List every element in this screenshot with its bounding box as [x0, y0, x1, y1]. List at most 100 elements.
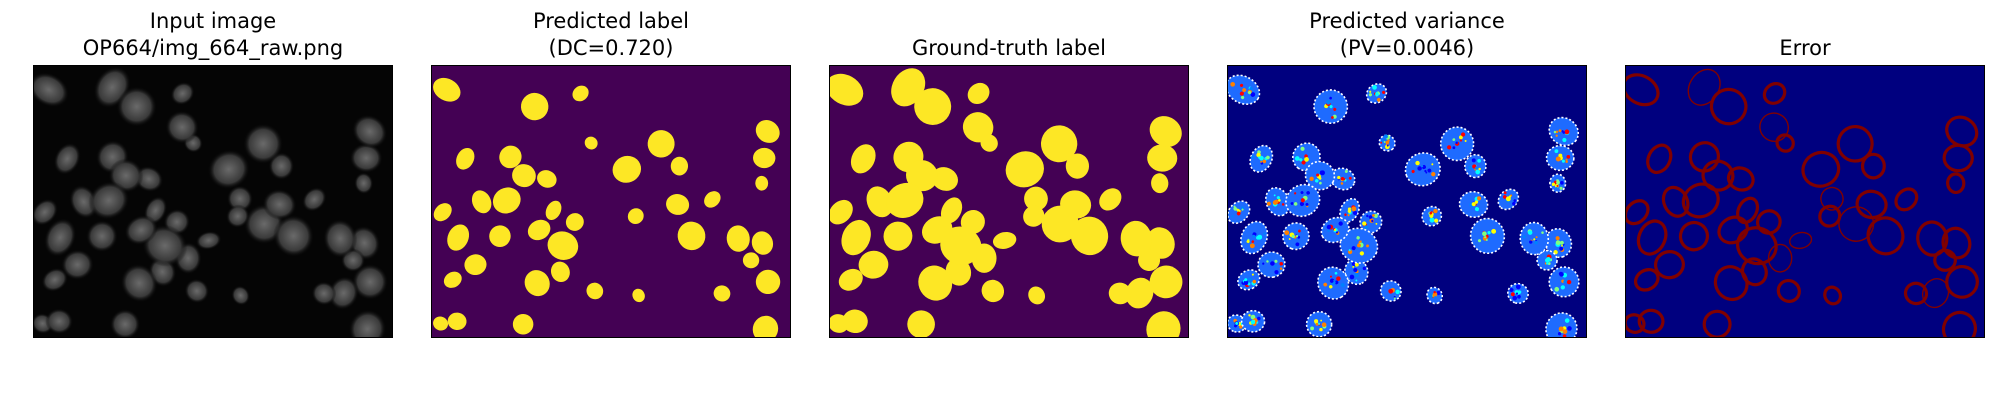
ground-truth-mask [842, 309, 868, 334]
panel-input-image: Input image OP664/img_664_raw.png [33, 0, 393, 340]
ground-truth-mask [1146, 311, 1181, 337]
error-contour [1775, 133, 1795, 153]
predicted-mask [433, 316, 449, 331]
predicted-mask [647, 130, 675, 158]
panel-title: Predicted variance (PV=0.0046) [1227, 8, 1587, 62]
predicted-mask [584, 136, 598, 150]
error-contour [1678, 220, 1710, 252]
ground-truth-mask [866, 186, 893, 218]
nucleus [302, 187, 327, 212]
variance-blob [1378, 134, 1396, 152]
predicted-label-image [431, 65, 791, 338]
predicted-mask [512, 313, 534, 335]
variance-blob [1548, 266, 1580, 298]
error-contour [1713, 265, 1749, 302]
variance-blob [1545, 144, 1575, 172]
panel-title: Input image OP664/img_664_raw.png [33, 8, 393, 62]
predicted-mask [520, 92, 549, 121]
error-contour [1860, 152, 1886, 180]
nucleus [273, 214, 314, 257]
ground-truth-mask [1040, 125, 1078, 163]
title-line-2: Error [1779, 36, 1831, 60]
variance-blob [1237, 269, 1261, 291]
ground-truth-mask [907, 310, 935, 337]
ground-truth-mask [858, 250, 889, 279]
variance-blob [1240, 309, 1266, 333]
error-contour [1736, 226, 1778, 266]
variance-blob [1249, 144, 1274, 173]
predicted-mask [755, 175, 769, 191]
ground-truth-mask [1108, 282, 1132, 305]
ground-truth-mask [940, 226, 982, 265]
title-line-1 [829, 8, 1189, 35]
nucleus [352, 114, 388, 149]
variance-blob [1426, 286, 1444, 305]
nucleus [170, 81, 195, 106]
error-contour [1633, 268, 1660, 292]
ground-truth-mask [1005, 151, 1044, 188]
ground-truth-mask [1070, 216, 1109, 256]
predicted-mask [545, 200, 562, 221]
panel-title: Predicted label (DC=0.720) [431, 8, 791, 62]
ground-truth-mask [914, 88, 952, 125]
panel-predicted-label: Predicted label (DC=0.720) [431, 0, 791, 340]
variance-blob [1228, 200, 1251, 225]
nucleus [86, 220, 118, 253]
variance-blob [1497, 188, 1520, 211]
error-contour [1626, 199, 1650, 226]
nucleus [88, 181, 130, 220]
error-contour [1688, 141, 1721, 173]
ground-truth-mask [883, 221, 913, 251]
ground-truth-mask [940, 197, 963, 224]
predicted-mask [464, 254, 487, 276]
error-contour [1941, 310, 1978, 337]
predicted-variance-image [1227, 65, 1587, 338]
variance-blob [1536, 249, 1558, 271]
variance-blob [1365, 83, 1388, 104]
predicted-mask [447, 224, 470, 251]
error-image [1625, 65, 1985, 338]
error-contour [1818, 204, 1842, 228]
error-contour [1866, 216, 1905, 256]
ground-truth-mask [918, 265, 953, 301]
error-contour [1702, 309, 1732, 337]
predicted-mask [447, 312, 467, 331]
variance-blob [1257, 251, 1286, 279]
ground-truth-mask [981, 279, 1005, 303]
predicted-mask [586, 282, 604, 300]
ground-truth-mask [1099, 188, 1122, 211]
predicted-mask [755, 120, 780, 143]
predicted-mask [443, 271, 462, 288]
ground-truth-mask [1023, 205, 1045, 227]
predicted-mask [627, 208, 644, 225]
predicted-mask [489, 225, 511, 248]
ground-truth-mask [967, 82, 990, 105]
variance-blob [1305, 310, 1333, 337]
error-contour [1820, 186, 1844, 211]
nucleus [323, 219, 358, 259]
nucleus [124, 214, 158, 246]
error-contour [1661, 185, 1690, 218]
variance-blob [1507, 282, 1529, 305]
nucleus [195, 231, 222, 250]
nucleus [243, 123, 284, 165]
predicted-mask [512, 164, 536, 188]
error-canvas [1626, 66, 1984, 337]
predicted-mask [670, 156, 689, 176]
predicted-mask [433, 77, 461, 102]
predicted-mask [742, 252, 760, 269]
ground-truth-label-image [829, 65, 1189, 338]
nucleus [116, 86, 157, 127]
variance-blob [1320, 216, 1350, 244]
ground-truth-mask [841, 219, 871, 256]
title-line-1: Predicted variance [1309, 9, 1505, 33]
input-image-canvas [34, 66, 392, 337]
predicted-mask [704, 191, 721, 208]
ground-truth-mask [830, 199, 853, 225]
error-contour [1776, 278, 1801, 303]
title-line-2: (PV=0.0046) [1339, 36, 1475, 60]
predicted-mask [433, 203, 452, 222]
panel-error: Error [1625, 0, 1985, 340]
nucleus [44, 218, 77, 257]
panel-title: Ground-truth label [829, 8, 1189, 62]
